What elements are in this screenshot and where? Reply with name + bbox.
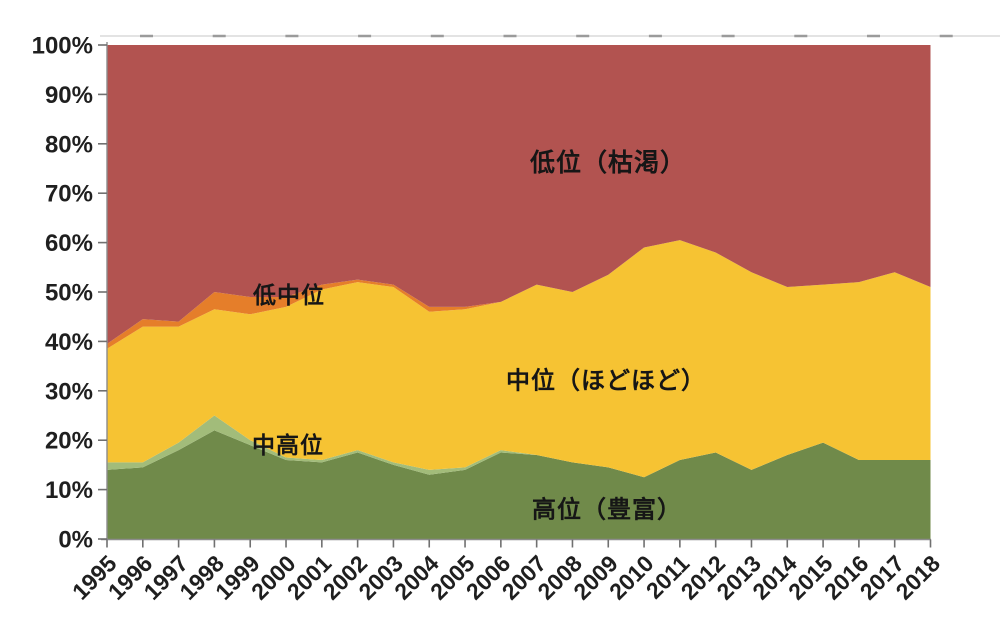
area-label-high-abundant: 高位（豊富） bbox=[532, 496, 682, 524]
y-tick-label: 80% bbox=[45, 131, 93, 158]
y-tick-label: 70% bbox=[45, 181, 93, 208]
area-label-medium-moderate: 中位（ほどほど） bbox=[506, 367, 706, 395]
area-series-4 bbox=[107, 45, 931, 344]
y-tick-label: 50% bbox=[45, 280, 93, 307]
area-series-0 bbox=[107, 430, 931, 539]
y-tick-label: 30% bbox=[45, 378, 93, 405]
area-label-low-depleted: 低位（枯渇） bbox=[529, 149, 687, 177]
area-label-low-medium: 低中位 bbox=[253, 282, 325, 308]
area-series-2 bbox=[107, 240, 931, 478]
y-tick-label: 90% bbox=[45, 82, 93, 109]
y-tick-label: 10% bbox=[45, 477, 93, 504]
y-tick-label: 60% bbox=[45, 230, 93, 257]
area-label-medium-high: 中高位 bbox=[252, 432, 324, 458]
y-tick-label: 20% bbox=[45, 428, 93, 455]
y-tick-label: 100% bbox=[32, 33, 93, 60]
y-tick-label: 0% bbox=[58, 527, 93, 554]
y-tick-label: 40% bbox=[45, 329, 93, 356]
